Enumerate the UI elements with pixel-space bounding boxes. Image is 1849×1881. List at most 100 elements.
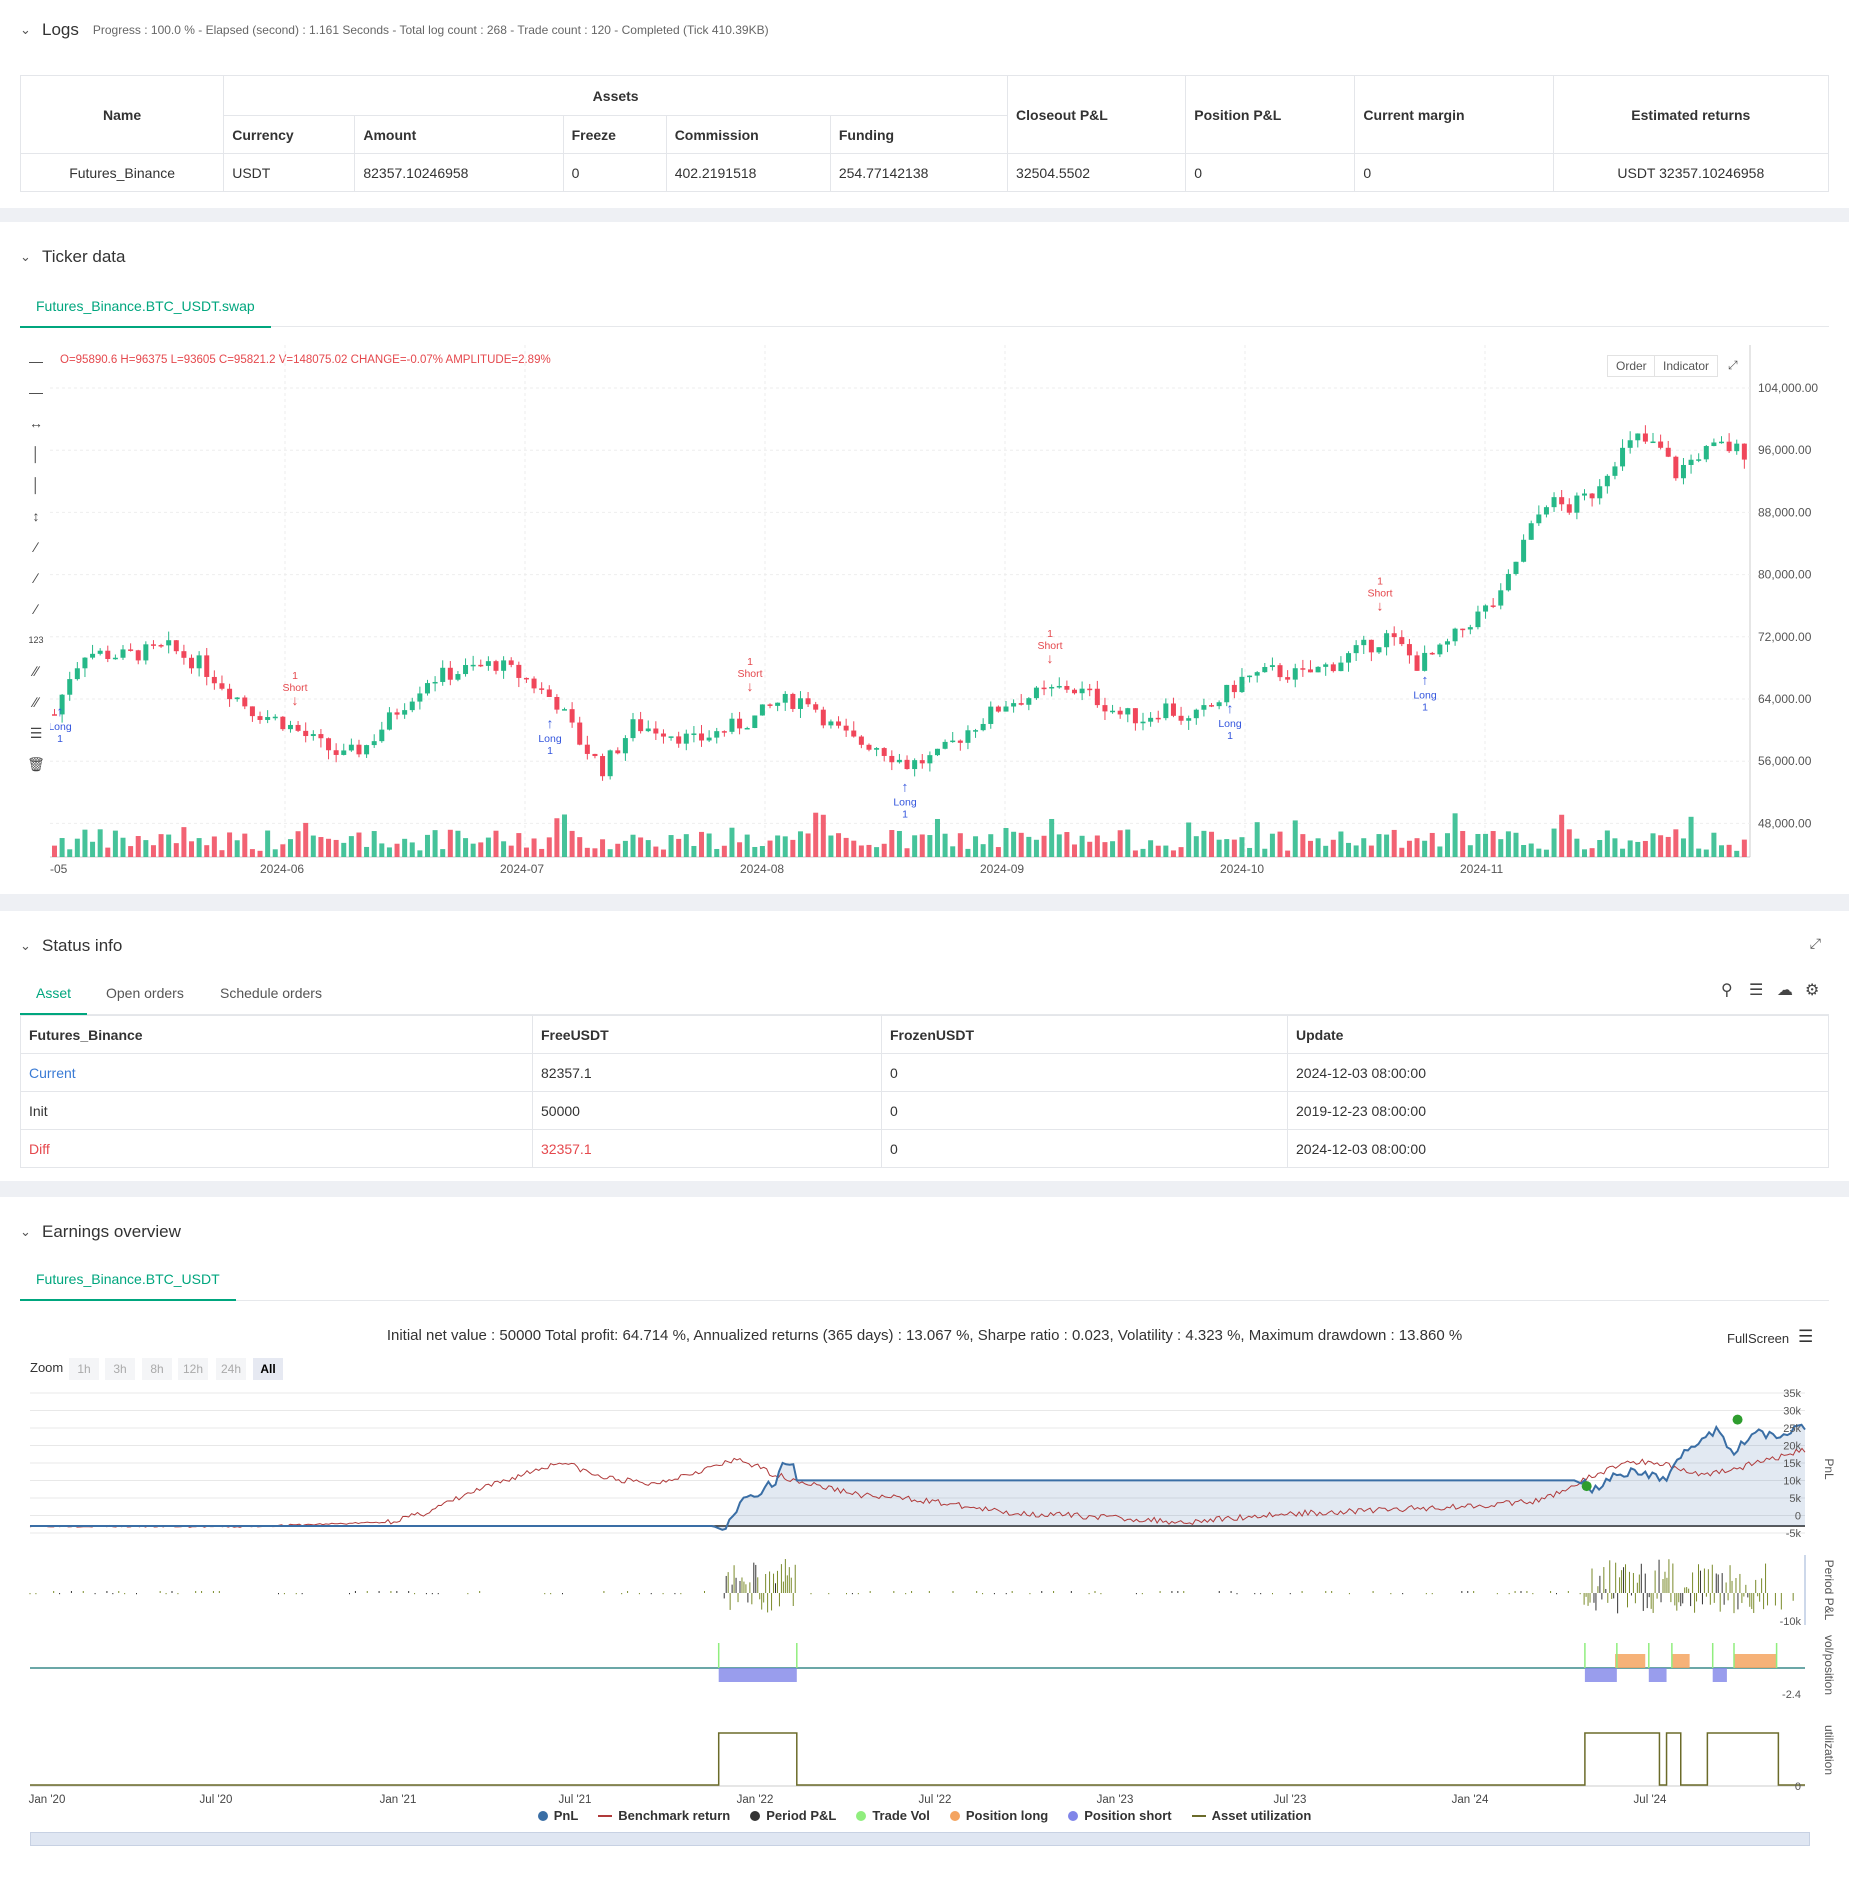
volume-bar bbox=[1079, 835, 1085, 857]
vertical-segment-icon[interactable]: ↕ bbox=[32, 508, 40, 524]
candle-body bbox=[1155, 717, 1161, 720]
candle-body bbox=[1505, 573, 1511, 591]
gear-icon[interactable]: ⚙ bbox=[1805, 982, 1820, 999]
channel-icon[interactable]: ∕∕ bbox=[33, 694, 39, 710]
volume-bar bbox=[988, 834, 994, 857]
order-button[interactable]: Order bbox=[1607, 355, 1656, 377]
horizontal-segment-icon[interactable]: ↔ bbox=[29, 415, 43, 431]
short-arrow: ↓ bbox=[292, 692, 299, 708]
zoom-all[interactable]: All bbox=[253, 1358, 283, 1380]
legend-item[interactable]: Benchmark return bbox=[598, 1808, 730, 1823]
candle-body bbox=[90, 653, 96, 658]
volume-bar bbox=[775, 835, 781, 857]
fullscreen-button[interactable]: FullScreen bbox=[1727, 1331, 1790, 1346]
price-line-icon[interactable]: 123 bbox=[28, 635, 44, 645]
zoom-24h[interactable]: 24h bbox=[216, 1358, 246, 1380]
row-current-name[interactable]: Current bbox=[20, 1053, 533, 1092]
period-tick-label: -10k bbox=[1780, 1616, 1802, 1628]
legend-item[interactable]: Position long bbox=[949, 1808, 1048, 1823]
volume-bar bbox=[1703, 849, 1709, 857]
volume-bar bbox=[371, 831, 377, 857]
candlestick-chart[interactable]: O=95890.6 H=96375 L=93605 C=95821.2 V=14… bbox=[50, 345, 1840, 875]
volume-bar bbox=[889, 830, 895, 857]
volume-bar bbox=[554, 818, 560, 857]
legend-item[interactable]: Asset utilization bbox=[1191, 1808, 1311, 1823]
status-tabline bbox=[20, 1014, 1829, 1015]
legend-item[interactable]: Position short bbox=[1068, 1808, 1172, 1823]
candle-body bbox=[676, 736, 682, 744]
status-header[interactable]: ⌄ Status info bbox=[20, 934, 122, 958]
tab-open-orders[interactable]: Open orders bbox=[106, 985, 184, 1001]
chevron-down-icon[interactable]: ⌄ bbox=[20, 1224, 31, 1239]
chevron-down-icon[interactable]: ⌄ bbox=[20, 22, 31, 37]
candle-body bbox=[1597, 486, 1603, 499]
volume-bar bbox=[1597, 840, 1603, 857]
trash-icon[interactable]: 🗑 bbox=[27, 756, 45, 772]
zoom-12h[interactable]: 12h bbox=[178, 1358, 208, 1380]
candle-body bbox=[1315, 666, 1321, 673]
col-freeze: Freeze bbox=[562, 115, 667, 154]
volume-bar bbox=[1277, 831, 1283, 857]
trend-ray-icon[interactable]: ∕ bbox=[34, 570, 38, 586]
trend-line-icon[interactable]: ∕ bbox=[34, 539, 38, 555]
legend-item[interactable]: PnL bbox=[537, 1808, 579, 1823]
fibonacci-icon[interactable]: ☰ bbox=[29, 725, 43, 741]
volume-bar bbox=[219, 850, 225, 857]
expand-icon[interactable]: ⤢ bbox=[1720, 355, 1746, 377]
volume-bar bbox=[67, 849, 73, 857]
horizontal-line-icon[interactable]: — bbox=[29, 353, 43, 369]
tab-btc-usdt-swap[interactable]: Futures_Binance.BTC_USDT.swap bbox=[20, 286, 271, 328]
volume-bar bbox=[797, 831, 803, 857]
chevron-down-icon[interactable]: ⌄ bbox=[20, 249, 31, 264]
vertical-line-icon[interactable]: │ bbox=[31, 446, 41, 462]
earnings-chart[interactable]: 35k 30k 25k 20k 15k 10k 5k 0 -5k PnL -10k Period P&… bbox=[20, 1385, 1840, 1855]
zoom-1h[interactable]: 1h bbox=[69, 1358, 99, 1380]
logs-title: Logs bbox=[42, 20, 79, 39]
volume-bar bbox=[1589, 848, 1595, 857]
col-funding: Funding bbox=[829, 115, 1009, 154]
volume-bar bbox=[1262, 848, 1268, 857]
volume-bar bbox=[1391, 829, 1397, 857]
segment-icon[interactable]: ∕ bbox=[34, 601, 38, 617]
candle-body bbox=[836, 721, 842, 726]
navigator-scrollbar[interactable] bbox=[30, 1832, 1810, 1846]
cell-freeze: 0 bbox=[562, 153, 667, 192]
volume-bar bbox=[52, 845, 57, 857]
cloud-download-icon[interactable]: ☁ bbox=[1777, 982, 1793, 999]
tab-btc-usdt[interactable]: Futures_Binance.BTC_USDT bbox=[20, 1259, 236, 1301]
chevron-down-icon[interactable]: ⌄ bbox=[20, 938, 31, 953]
parallel-lines-icon[interactable]: ∕∕ bbox=[33, 663, 39, 679]
candle-body bbox=[493, 661, 499, 671]
volume-bar bbox=[364, 846, 370, 857]
candle-body bbox=[67, 679, 73, 695]
logs-header[interactable]: ⌄ Logs Progress : 100.0 % - Elapsed (sec… bbox=[20, 18, 769, 42]
vertical-ray-icon[interactable]: │ bbox=[31, 477, 41, 493]
menu-icon[interactable]: ☰ bbox=[1798, 1327, 1814, 1346]
legend-item[interactable]: Trade Vol bbox=[856, 1808, 930, 1823]
col-free: FreeUSDT bbox=[532, 1015, 882, 1054]
volume-bar bbox=[752, 846, 758, 857]
search-icon[interactable]: ⚲ bbox=[1721, 982, 1733, 999]
candle-body bbox=[227, 688, 233, 700]
legend-item[interactable]: Period P&L bbox=[750, 1808, 836, 1823]
volume-bar bbox=[1170, 850, 1176, 857]
list-icon[interactable]: ☰ bbox=[1749, 982, 1764, 999]
horizontal-ray-icon[interactable]: — bbox=[29, 384, 43, 400]
legend-label: PnL bbox=[553, 1808, 579, 1823]
volume-bar bbox=[1353, 845, 1359, 857]
zoom-3h[interactable]: 3h bbox=[105, 1358, 135, 1380]
tab-asset[interactable]: Asset bbox=[20, 973, 88, 1015]
collapse-icon[interactable]: ⤢ bbox=[1809, 935, 1821, 951]
volume-bar bbox=[729, 827, 735, 857]
ticker-header[interactable]: ⌄ Ticker data bbox=[20, 245, 125, 269]
volume-bar bbox=[912, 835, 918, 857]
volume-bar bbox=[1148, 840, 1154, 857]
long-arrow: ↑ bbox=[57, 703, 64, 719]
volume-bar bbox=[615, 843, 621, 857]
zoom-8h[interactable]: 8h bbox=[142, 1358, 172, 1380]
candle-body bbox=[843, 725, 849, 731]
indicator-button[interactable]: Indicator bbox=[1654, 355, 1719, 377]
earnings-header[interactable]: ⌄ Earnings overview bbox=[20, 1220, 181, 1244]
tab-schedule-orders[interactable]: Schedule orders bbox=[220, 985, 322, 1001]
short-signal-label: Short bbox=[737, 668, 762, 680]
